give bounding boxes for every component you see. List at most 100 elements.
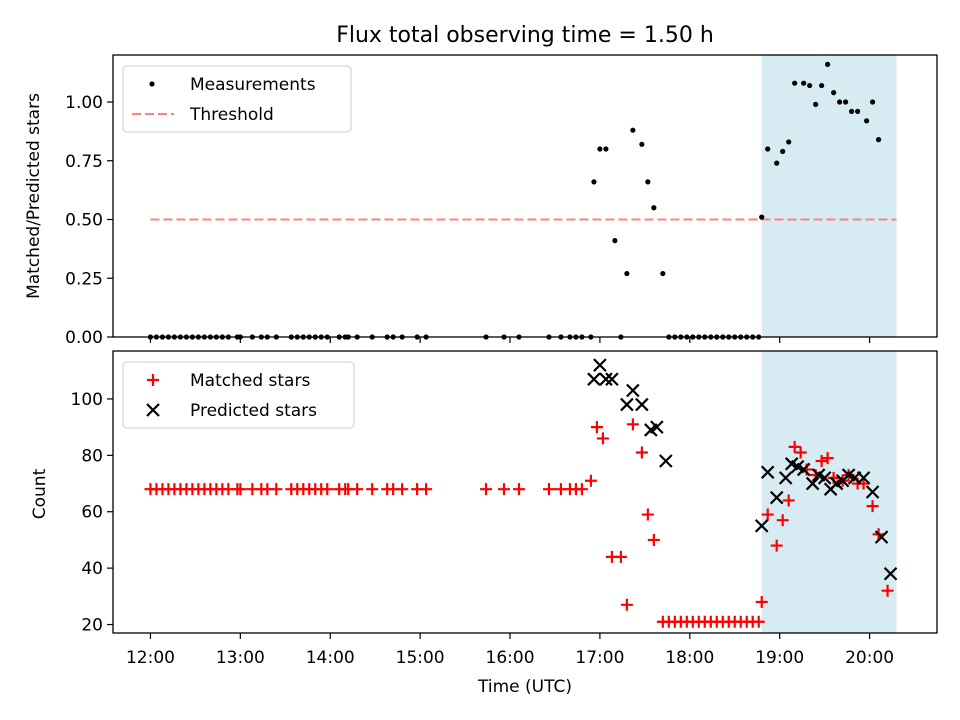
x-tick-label: 17:00 [575,648,624,668]
measurement-point [759,214,765,220]
matched-star-point [881,584,894,597]
predicted-star-point [599,372,613,386]
legend-matched-marker [147,374,159,386]
measurement-point [660,270,666,277]
matched-star-point [396,483,409,496]
matched-star-point [635,446,648,459]
predicted-star-point [874,530,889,544]
matched-star-point [782,494,795,507]
matched-star-point [513,483,526,496]
x-tick-label: 12:00 [126,648,175,668]
legend-measurements-marker [149,81,155,87]
x-tick-label: 15:00 [396,648,445,668]
matched-star-point [815,454,828,467]
measurement-point [837,99,843,105]
measurement-point [603,146,609,152]
predicted-star-point [865,485,880,499]
matched-star-point [614,550,627,563]
measurement-point [780,148,786,154]
measurement-point [591,179,597,185]
bottom-y-axis-label: Count [30,468,50,519]
measurement-point [774,160,780,166]
top-observing-span [761,55,897,337]
top-y-tick-label: 0.00 [65,328,103,348]
measurement-point [825,61,831,67]
measurement-point [624,270,630,277]
x-tick-label: 14:00 [306,648,355,668]
x-tick-label: 16:00 [486,648,535,668]
x-tick-label: 18:00 [665,648,714,668]
predicted-star-point [769,490,784,505]
measurement-point [630,127,636,133]
bottom-y-ticks: 20 40 60 80 100 [71,390,113,636]
top-legend-box [122,65,352,133]
top-y-tick-label: 0.50 [65,211,103,231]
top-y-ticks: 0.00 0.25 0.50 0.75 1.00 [65,93,113,348]
matched-star-point [420,483,433,496]
top-x-tick-marks [149,337,871,343]
top-y-tick-label: 0.75 [65,152,103,172]
legend-threshold-label: Threshold [189,105,274,125]
measurement-point [645,179,651,185]
top-y-tick-label: 0.25 [65,269,103,289]
measurement-point [831,90,837,96]
predicted-star-point [587,372,601,386]
matched-star-point [641,508,654,521]
measurement-point [612,238,618,244]
predicted-star-point [605,372,619,386]
predicted-star-point [805,476,820,491]
measurement-point [875,137,882,143]
matched-star-point [366,483,379,496]
matched-star-point [776,514,789,527]
bottom-y-tick-label: 60 [81,503,103,523]
predicted-star-point [593,358,607,372]
top-measurement-points [147,61,882,340]
matched-star-point [620,598,633,611]
measurement-point [813,101,819,107]
matched-star-point [821,452,834,465]
matched-star-point [866,500,879,513]
measurement-point [849,108,855,114]
measurement-point [597,146,603,152]
x-tick-label: 19:00 [755,648,804,668]
top-y-axis-label: Matched/Predicted stars [24,93,44,299]
measurement-point [651,205,657,211]
bottom-y-tick-label: 40 [81,559,103,579]
measurement-point [639,141,645,147]
matched-star-point [770,539,783,552]
predicted-star-point [659,454,673,468]
matched-star-point [647,533,660,546]
matched-star-point [794,446,807,459]
measurement-point [792,80,798,86]
bottom-y-tick-label: 20 [81,616,103,636]
top-panel: 0.00 0.25 0.50 0.75 1.00 Matched/Predicted s… [24,54,938,348]
measurement-point [765,146,771,152]
predicted-star-point [883,567,898,581]
measurement-point [843,99,849,105]
matched-star-point [788,440,801,453]
matched-star-point [498,483,511,496]
matched-star-point [542,483,555,496]
bottom-legend: Matched stars Predicted stars [122,361,355,429]
predicted-star-point [635,397,649,412]
bottom-y-tick-label: 80 [81,446,103,466]
measurement-point [819,82,825,89]
legend-predicted-label: Predicted stars [190,401,317,421]
predicted-stars-points [587,358,898,581]
x-tick-label: 13:00 [216,648,265,668]
legend-measurements-label: Measurements [190,75,316,95]
bottom-axes-frame [112,350,938,634]
predicted-star-point [626,383,640,398]
matched-star-point [590,421,603,434]
top-axes-frame [112,54,938,338]
legend-predicted-marker [146,403,160,417]
predicted-star-point [796,462,811,477]
predicted-star-point [778,471,793,485]
matched-star-point [234,483,247,496]
x-tick-label: 20:00 [845,648,894,668]
matched-star-point [761,508,774,521]
predicted-star-point [760,465,775,480]
top-chart-title: Flux total observing time = 1.50 h [336,23,714,48]
matched-star-point [480,483,493,496]
